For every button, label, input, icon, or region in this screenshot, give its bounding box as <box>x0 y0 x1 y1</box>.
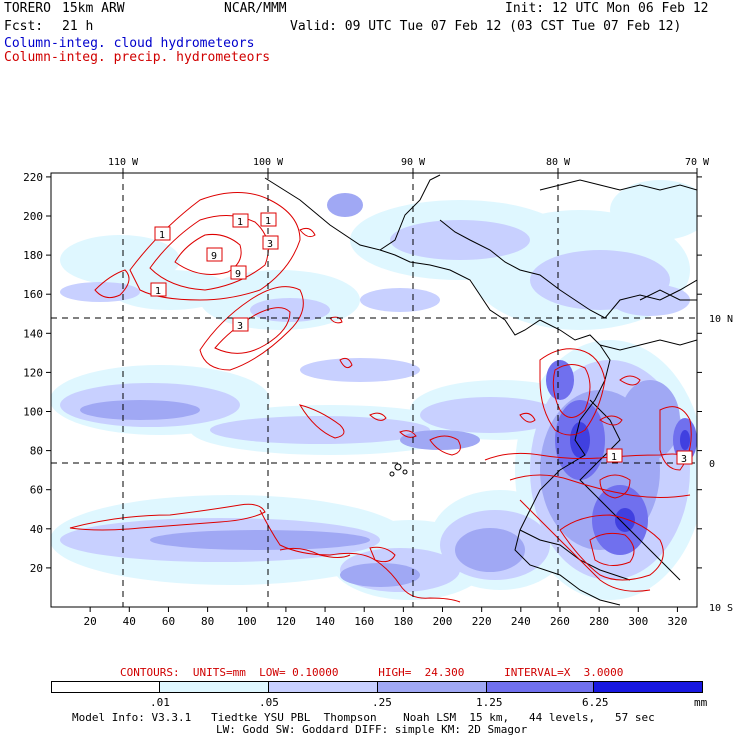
physics-info: LW: Godd SW: Goddard DIFF: simple KM: 2D… <box>216 723 528 736</box>
x-tick-label: 140 <box>315 615 335 628</box>
contour-label: 9 <box>206 247 223 262</box>
lon-label: 90 W <box>401 157 426 168</box>
y-tick-label: 220 <box>23 171 43 184</box>
lon-label: 110 W <box>108 157 139 168</box>
legend-box-5 <box>487 681 594 693</box>
legend-value-1: .01 <box>150 696 170 709</box>
legend-box-3 <box>269 681 378 693</box>
y-tick-label: 140 <box>23 327 43 340</box>
contour-label: 3 <box>262 235 279 250</box>
forecast-hour: 21 h <box>62 19 94 34</box>
map-frame <box>50 172 698 608</box>
y-tick-label: 20 <box>30 562 43 575</box>
contour-info: CONTOURS: UNITS=mm LOW= 0.10000 HIGH= 24… <box>120 666 624 679</box>
x-tick-label: 200 <box>433 615 453 628</box>
precip-contours <box>69 192 692 603</box>
legend-box-4 <box>378 681 487 693</box>
contour-label: 1 <box>154 226 171 241</box>
svg-text:1: 1 <box>237 217 243 228</box>
legend-value-3: .25 <box>372 696 392 709</box>
contour-label: 1 <box>150 282 167 297</box>
svg-text:1: 1 <box>265 216 271 227</box>
graticule <box>51 173 697 607</box>
y-tick-label: 80 <box>30 445 43 458</box>
legend-box-1 <box>51 681 160 693</box>
init-time: Init: 12 UTC Mon 06 Feb 12 <box>505 1 709 16</box>
x-tick-label: 100 <box>237 615 257 628</box>
lon-label: 70 W <box>685 157 710 168</box>
model-name: TORERO <box>4 1 51 16</box>
svg-text:1: 1 <box>155 286 161 297</box>
lat-label: 10 S <box>709 603 733 614</box>
x-tick-label: 80 <box>201 615 214 628</box>
contour-label: 1 <box>260 212 277 227</box>
legend-value-2: .05 <box>259 696 279 709</box>
model-resolution: 15km ARW <box>62 1 125 16</box>
lon-label: 80 W <box>546 157 571 168</box>
y-tick-label: 180 <box>23 249 43 262</box>
legend-value-4: 1.25 <box>476 696 503 709</box>
cloud-hydrometeor-title: Column-integ. cloud hydrometeors <box>4 36 255 51</box>
model-center: NCAR/MMM <box>224 1 287 16</box>
lat-label: 10 N <box>709 314 733 325</box>
contour-label: 9 <box>230 265 247 280</box>
forecast-label: Fcst: <box>4 19 44 34</box>
lon-label: 100 W <box>253 157 284 168</box>
x-tick-label: 180 <box>393 615 413 628</box>
svg-text:3: 3 <box>267 239 273 250</box>
svg-text:1: 1 <box>159 230 165 241</box>
x-tick-label: 20 <box>84 615 97 628</box>
svg-text:1: 1 <box>611 452 617 463</box>
x-tick-label: 160 <box>354 615 374 628</box>
y-tick-label: 120 <box>23 366 43 379</box>
x-tick-label: 220 <box>472 615 492 628</box>
legend-unit: mm <box>694 696 708 709</box>
precip-hydrometeor-title: Column-integ. precip. hydrometeors <box>4 50 271 65</box>
x-tick-label: 260 <box>550 615 570 628</box>
x-tick-label: 60 <box>162 615 175 628</box>
y-tick-label: 200 <box>23 210 43 223</box>
valid-time: Valid: 09 UTC Tue 07 Feb 12 (03 CST Tue … <box>290 19 682 34</box>
y-tick-label: 40 <box>30 523 43 536</box>
svg-text:9: 9 <box>211 251 217 262</box>
legend-value-5: 6.25 <box>582 696 609 709</box>
model-info: Model Info: V3.3.1 Tiedtke YSU PBL Thomp… <box>72 711 655 724</box>
legend-box-2 <box>160 681 269 693</box>
y-tick-label: 100 <box>23 406 43 419</box>
svg-text:3: 3 <box>237 321 243 332</box>
x-tick-label: 40 <box>123 615 136 628</box>
contour-label: 1 <box>606 448 623 463</box>
y-tick-label: 60 <box>30 484 43 497</box>
svg-text:9: 9 <box>235 269 241 280</box>
contour-label: 3 <box>676 450 693 465</box>
x-tick-label: 300 <box>628 615 648 628</box>
x-tick-label: 280 <box>589 615 609 628</box>
svg-text:3: 3 <box>681 454 687 465</box>
x-tick-label: 320 <box>667 615 687 628</box>
y-tick-label: 160 <box>23 288 43 301</box>
contour-label: 3 <box>232 317 249 332</box>
x-tick-label: 120 <box>276 615 296 628</box>
lat-label: 0 <box>709 459 715 470</box>
legend-box-6 <box>594 681 703 693</box>
x-tick-label: 240 <box>511 615 531 628</box>
coastlines <box>264 174 697 606</box>
contour-label: 1 <box>232 213 249 228</box>
